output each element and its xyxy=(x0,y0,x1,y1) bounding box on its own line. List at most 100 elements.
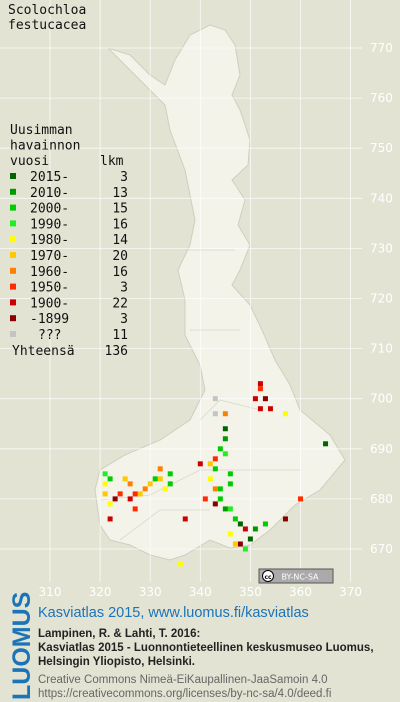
observation-point xyxy=(212,411,218,417)
legend-swatch xyxy=(10,299,16,306)
legend-swatch xyxy=(10,173,16,179)
x-tick-label: 340 xyxy=(189,585,212,599)
observation-point xyxy=(252,526,258,532)
legend-total: 136 xyxy=(105,344,128,359)
observation-point xyxy=(202,496,208,502)
observation-point xyxy=(132,506,138,512)
y-tick-label: 760 xyxy=(370,91,393,105)
observation-point xyxy=(107,516,113,522)
y-tick-label: 770 xyxy=(370,41,393,55)
observation-point xyxy=(257,386,263,392)
legend-count: 14 xyxy=(112,233,128,248)
observation-points xyxy=(102,381,329,567)
x-tick-label: 360 xyxy=(289,585,312,599)
observation-point xyxy=(152,476,158,482)
observation-point xyxy=(222,411,228,417)
observation-point xyxy=(217,446,223,452)
species-name: festucacea xyxy=(8,18,86,33)
legend-count: 16 xyxy=(112,217,128,232)
y-tick-label: 710 xyxy=(370,342,393,356)
observation-point xyxy=(227,481,233,487)
y-tick-label: 690 xyxy=(370,442,393,456)
observation-point xyxy=(267,406,273,412)
legend-count-heading: lkm xyxy=(100,154,124,169)
legend-label: 1970- xyxy=(30,249,69,264)
y-tick-label: 700 xyxy=(370,392,393,406)
observation-point xyxy=(212,466,218,472)
observation-point xyxy=(262,396,268,402)
y-tick-label: 680 xyxy=(370,492,393,506)
legend-label: 2015- xyxy=(30,170,69,185)
legend-swatch xyxy=(10,220,16,227)
observation-point xyxy=(107,476,113,482)
observation-point xyxy=(142,486,148,492)
observation-point xyxy=(167,471,173,477)
observation-point xyxy=(157,476,163,482)
legend-label: 2010- xyxy=(30,186,69,201)
observation-point xyxy=(212,486,218,492)
legend-heading: Uusimman xyxy=(10,123,73,138)
x-tick-label: 330 xyxy=(139,585,162,599)
svg-text:cc: cc xyxy=(264,574,272,581)
observation-point xyxy=(132,491,138,497)
y-tick-label: 730 xyxy=(370,241,393,255)
legend-swatch xyxy=(10,204,16,211)
observation-point xyxy=(127,496,133,502)
y-tick-label: 750 xyxy=(370,141,393,155)
observation-point xyxy=(167,481,173,487)
observation-point xyxy=(212,396,218,402)
observation-point xyxy=(282,516,288,522)
legend-count: 22 xyxy=(112,296,128,311)
observation-point xyxy=(257,381,263,387)
citation: Kasviatlas 2015 - Luonnontieteellinen ke… xyxy=(38,642,374,654)
observation-point xyxy=(217,486,223,492)
legend-total-label: Yhteensä xyxy=(12,344,75,359)
logo: LUOMUS xyxy=(8,592,36,700)
finland-outline xyxy=(94,24,346,561)
observation-point xyxy=(182,516,188,522)
legend-swatch xyxy=(10,267,16,274)
legend-label: 2000- xyxy=(30,202,69,217)
observation-point xyxy=(147,481,153,487)
legend-label: 1950- xyxy=(30,281,69,296)
observation-point xyxy=(222,506,228,512)
legend-count: 3 xyxy=(120,281,128,296)
y-tick-label: 670 xyxy=(370,542,393,556)
observation-point xyxy=(107,501,113,507)
legend-count: 15 xyxy=(112,202,128,217)
x-tick-label: 370 xyxy=(339,585,362,599)
observation-point xyxy=(217,496,223,502)
observation-point xyxy=(222,451,228,457)
observation-point xyxy=(117,491,123,497)
observation-point xyxy=(212,456,218,462)
observation-point xyxy=(232,541,238,547)
observation-point xyxy=(237,521,243,527)
observation-point xyxy=(323,441,329,447)
legend-label: ??? xyxy=(38,328,61,343)
atlas-link[interactable]: Kasviatlas 2015, www.luomus.fi/kasviatla… xyxy=(38,605,309,621)
legend-heading: vuosi xyxy=(10,154,49,169)
badge-text: BY-NC-SA xyxy=(281,573,319,582)
observation-point xyxy=(207,476,213,482)
observation-point xyxy=(137,491,143,497)
license-url[interactable]: https://creativecommons.org/licenses/by-… xyxy=(38,688,331,700)
y-tick-label: 720 xyxy=(370,292,393,306)
observation-point xyxy=(102,491,108,497)
citation: Lampinen, R. & Lahti, T. 2016: xyxy=(38,628,200,640)
observation-point xyxy=(232,516,238,522)
cc-badge: cc BY-NC-SA xyxy=(258,568,334,584)
legend-swatch xyxy=(10,283,16,290)
legend-label: 1960- xyxy=(30,265,69,280)
observation-point xyxy=(177,561,183,567)
observation-point xyxy=(222,436,228,442)
legend-swatch xyxy=(10,331,16,337)
legend-label: -1899 xyxy=(30,312,69,327)
observation-point xyxy=(197,461,203,467)
observation-point xyxy=(237,541,243,547)
observation-point xyxy=(227,471,233,477)
observation-point xyxy=(162,486,168,492)
x-tick-label: 320 xyxy=(89,585,112,599)
x-tick-label: 310 xyxy=(39,585,62,599)
